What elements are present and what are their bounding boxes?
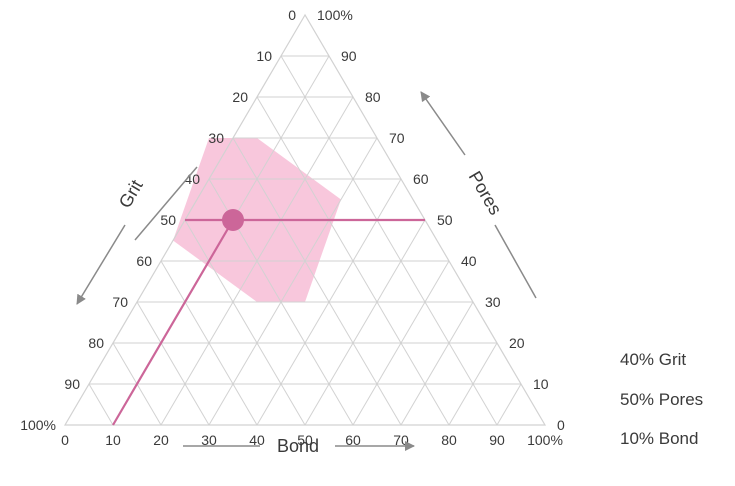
legend-item: 40% Grit [620, 350, 686, 369]
grit-arrow-top [134, 166, 198, 241]
guide-line-bond [112, 219, 234, 426]
tick-label-bond: 30 [201, 432, 217, 448]
tick-label-grit: 10 [256, 48, 272, 64]
tick-label-bond: 0 [61, 432, 69, 448]
axis-title-grit: Grit [115, 176, 147, 211]
tick-label-pores: 50 [437, 212, 453, 228]
tick-label-grit: 90 [64, 376, 80, 392]
tick-label-grit: 0 [288, 7, 296, 23]
tick-label-grit: 30 [208, 130, 224, 146]
tick-label-bond: 80 [441, 432, 457, 448]
legend-item: 10% Bond [620, 429, 698, 448]
tick-label-pores: 80 [365, 89, 381, 105]
tick-label-grit: 50 [160, 212, 176, 228]
tick-label-bond: 90 [489, 432, 505, 448]
tick-label-pores: 30 [485, 294, 501, 310]
grid-line-grit-60 [160, 260, 258, 426]
tick-label-pores: 20 [509, 335, 525, 351]
pores-arrow-bottom [494, 224, 537, 299]
grid-line-grit-30 [232, 137, 402, 426]
grid-line-bond-80 [448, 342, 498, 426]
axis-title-pores: Pores [465, 168, 506, 219]
tick-label-pores: 100% [317, 7, 353, 23]
tick-label-bond: 50 [297, 432, 313, 448]
tick-label-pores: 90 [341, 48, 357, 64]
composition-point [222, 209, 244, 231]
legend: 40% Grit 50% Pores 10% Bond [620, 350, 703, 448]
tick-label-grit: 80 [88, 335, 104, 351]
tick-label-pores: 10 [533, 376, 549, 392]
grid-line-bond-50 [304, 219, 426, 426]
tick-label-grit: 40 [184, 171, 200, 187]
tick-label-grit: 70 [112, 294, 128, 310]
grid-line-grit-50 [184, 219, 306, 426]
legend-item: 50% Pores [620, 390, 703, 409]
tick-label-bond: 60 [345, 432, 361, 448]
tick-label-grit: 20 [232, 89, 248, 105]
tick-label-bond: 40 [249, 432, 265, 448]
grid-line-bond-30 [208, 137, 378, 426]
grid-line-bond-60 [352, 260, 450, 426]
tick-label-grit: 60 [136, 253, 152, 269]
grit-arrow-icon [76, 224, 126, 305]
tick-label-pores: 40 [461, 253, 477, 269]
tick-label-bond: 100% [527, 432, 563, 448]
axis-title-bond: Bond [277, 436, 319, 456]
tick-label-pores: 0 [557, 417, 565, 433]
grid-line-grit-90 [88, 383, 114, 426]
tick-label-pores: 60 [413, 171, 429, 187]
tick-label-bond: 20 [153, 432, 169, 448]
grid-line-grit-70 [136, 301, 210, 426]
grid-line-bond-90 [496, 383, 522, 426]
tick-label-bond: 10 [105, 432, 121, 448]
guide-lines [112, 209, 425, 426]
pores-arrow-icon [420, 91, 466, 156]
grid-line-bond-70 [400, 301, 474, 426]
grid-line-grit-10 [280, 55, 498, 426]
tick-label-pores: 70 [389, 130, 405, 146]
tick-label-grit: 100% [20, 417, 56, 433]
